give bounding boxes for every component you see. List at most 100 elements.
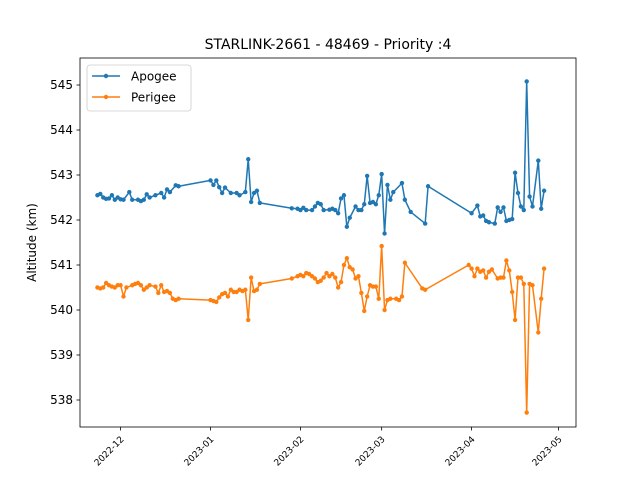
perigee-point bbox=[472, 274, 477, 279]
apogee-point bbox=[130, 197, 135, 202]
perigee-point bbox=[507, 268, 512, 273]
apogee-point bbox=[509, 216, 515, 222]
apogee-point bbox=[335, 211, 341, 216]
apogee-point bbox=[321, 207, 326, 213]
apogee-point bbox=[495, 205, 500, 210]
perigee-point bbox=[324, 270, 329, 276]
apogee-point bbox=[222, 185, 228, 190]
apogee-point bbox=[257, 200, 263, 206]
apogee-point bbox=[469, 211, 474, 216]
perigee-point bbox=[504, 258, 509, 263]
apogee-point bbox=[527, 194, 532, 199]
apogee-point bbox=[382, 231, 387, 236]
apogee-point bbox=[141, 197, 147, 202]
apogee-point bbox=[524, 79, 529, 84]
apogee-point bbox=[376, 193, 381, 198]
perigee-point bbox=[364, 294, 370, 299]
apogee-point bbox=[475, 203, 480, 208]
apogee-point bbox=[217, 184, 222, 190]
perigee-point bbox=[243, 287, 248, 292]
legend: Apogee Perigee bbox=[86, 64, 192, 112]
apogee-point bbox=[373, 202, 379, 207]
perigee-point bbox=[101, 285, 106, 290]
apogee-point bbox=[388, 197, 393, 202]
perigee-point bbox=[330, 271, 335, 277]
perigee-point bbox=[214, 299, 219, 305]
apogee-point bbox=[219, 190, 225, 196]
perigee-point bbox=[341, 262, 347, 268]
apogee-point bbox=[364, 173, 370, 179]
apogee-point bbox=[391, 189, 396, 195]
apogee-point bbox=[211, 182, 216, 188]
apogee-point bbox=[98, 191, 103, 197]
perigee-point bbox=[538, 296, 544, 301]
perigee-point bbox=[176, 296, 181, 301]
apogee-point bbox=[425, 184, 431, 189]
apogee-point bbox=[159, 190, 164, 196]
perigee-point bbox=[362, 308, 367, 314]
perigee-point bbox=[524, 410, 529, 415]
perigee-point bbox=[159, 283, 164, 288]
perigee-point bbox=[541, 266, 547, 271]
apogee-point bbox=[408, 209, 413, 215]
apogee-point bbox=[208, 178, 213, 183]
axes-background bbox=[80, 58, 576, 427]
perigee-point bbox=[396, 297, 402, 303]
perigee-point bbox=[333, 275, 338, 280]
apogee-point bbox=[379, 171, 384, 177]
apogee-point bbox=[347, 215, 352, 220]
perigee-point bbox=[382, 307, 387, 313]
chart-title: STARLINK-2661 - 48469 - Priority :4 bbox=[205, 37, 452, 53]
apogee-point bbox=[147, 195, 152, 200]
perigee-point bbox=[338, 279, 344, 285]
y-tick-label: 540 bbox=[50, 303, 73, 317]
apogee-point bbox=[486, 220, 492, 225]
apogee-point bbox=[127, 189, 132, 195]
apogee-point bbox=[237, 193, 242, 198]
perigee-point bbox=[344, 256, 350, 261]
series-layer bbox=[95, 79, 547, 415]
legend-apogee-label: Apogee bbox=[131, 70, 177, 84]
apogee-point bbox=[399, 180, 405, 186]
y-tick-label: 544 bbox=[50, 123, 73, 137]
plot-area bbox=[79, 57, 577, 428]
perigee-point bbox=[147, 283, 152, 288]
apogee-point bbox=[498, 209, 503, 215]
apogee-point bbox=[512, 170, 518, 175]
perigee-point bbox=[248, 275, 254, 280]
perigee-point bbox=[399, 294, 405, 299]
apogee-point bbox=[536, 158, 541, 163]
y-tick-label: 541 bbox=[50, 258, 73, 272]
apogee-point bbox=[518, 204, 524, 209]
y-tick-label: 543 bbox=[50, 168, 73, 182]
apogee-point bbox=[338, 196, 344, 201]
apogee-point bbox=[176, 184, 181, 189]
perigee-point bbox=[359, 290, 364, 296]
apogee-point bbox=[362, 202, 367, 207]
perigee-point bbox=[153, 284, 158, 289]
y-axis: 538 539 540 541 542 543 544 545 bbox=[50, 78, 80, 407]
legend-perigee-marker bbox=[103, 94, 109, 100]
apogee-point bbox=[515, 190, 521, 196]
perigee-point bbox=[289, 276, 294, 281]
apogee-point bbox=[153, 193, 158, 198]
perigee-point bbox=[536, 330, 541, 335]
perigee-point bbox=[388, 296, 393, 301]
apogee-point bbox=[289, 206, 294, 211]
apogee-point bbox=[164, 187, 170, 192]
apogee-point bbox=[161, 195, 167, 200]
apogee-point bbox=[402, 197, 408, 202]
apogee-point bbox=[214, 178, 219, 183]
perigee-point bbox=[156, 290, 161, 296]
y-tick-label: 545 bbox=[50, 78, 73, 92]
apogee-point bbox=[480, 213, 486, 218]
apogee-point bbox=[254, 188, 260, 193]
apogee-point bbox=[243, 189, 248, 195]
perigee-point bbox=[222, 290, 228, 296]
perigee-point bbox=[124, 285, 129, 290]
apogee-point bbox=[318, 202, 323, 207]
apogee-point bbox=[167, 189, 173, 195]
apogee-point bbox=[312, 204, 318, 209]
apogee-point bbox=[501, 205, 506, 210]
